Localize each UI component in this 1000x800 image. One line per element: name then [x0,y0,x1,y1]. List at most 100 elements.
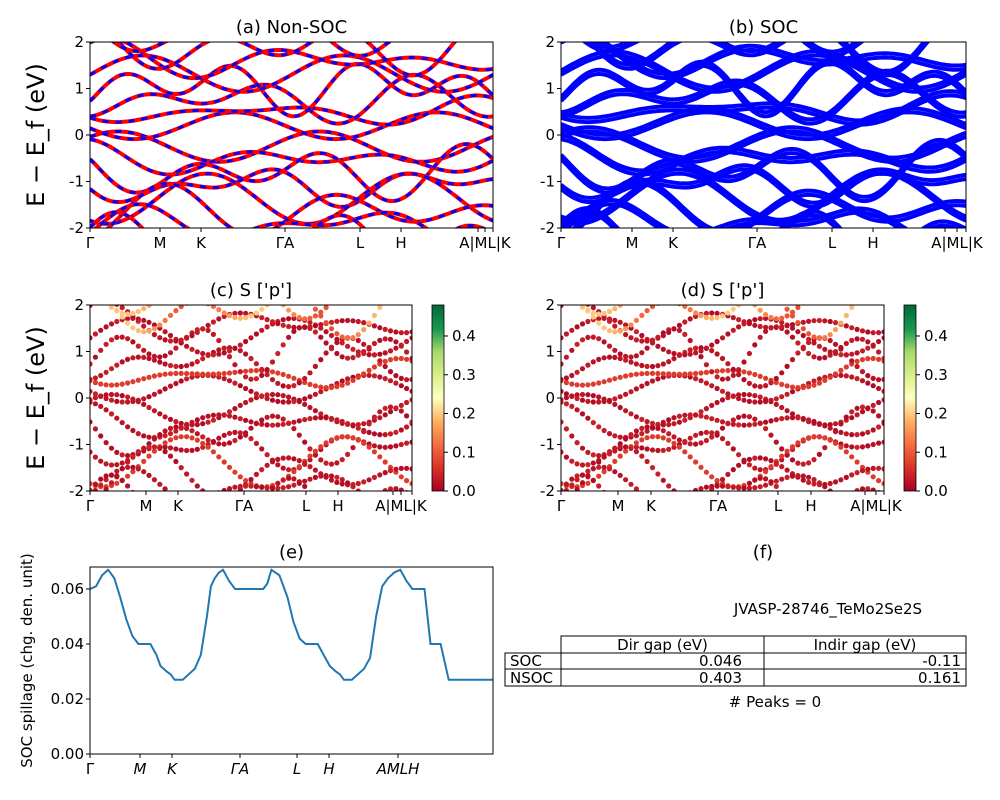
band-point [639,371,645,377]
band-point [579,472,586,478]
band-point [752,383,758,389]
band-point [280,322,286,328]
band-point [237,430,243,436]
band-point [194,437,200,443]
band-point [108,391,115,398]
band-point [789,389,796,395]
band-point [361,341,367,347]
band-point [125,464,131,470]
band-point [558,283,563,288]
band-point [865,345,871,351]
band-point [575,293,580,298]
band-point [876,399,882,406]
band-point [355,374,361,380]
band-point [561,376,564,383]
band-point [409,439,412,445]
band-point [361,350,367,357]
indir-gap-value: 0.161 [918,669,961,687]
band-point [206,495,211,500]
panel-title: (a) Non-SOC [236,17,347,38]
band-point [216,371,222,377]
band-point [151,444,157,450]
band-point [269,397,276,403]
band-point [119,460,125,466]
band-point [264,414,270,420]
band-point [590,477,596,484]
band-point [827,437,833,443]
band-point [752,393,758,399]
band-point [725,361,731,367]
band-point [355,349,361,355]
band-point [746,380,753,386]
band-point [859,328,866,334]
band-point [806,521,811,526]
band-point [606,343,613,349]
band-point [167,383,174,389]
band-point [561,449,564,455]
band-point [719,368,726,374]
band-point [216,441,222,447]
band-point [671,440,677,446]
band-point [130,469,136,475]
band-point [849,454,855,460]
band-point [371,352,377,358]
y-tick-label: 1 [74,80,84,98]
band-point [650,293,655,298]
band-point [221,441,227,447]
band-point [827,318,833,325]
band-line-soc [90,42,493,80]
band-point [811,434,817,440]
band-point [561,399,564,405]
x-tick-label: ΓA [709,497,728,515]
band-point [383,297,388,302]
band-point [221,487,227,491]
band-point [216,351,222,357]
band-point [752,305,758,308]
band-point [817,286,822,291]
band-point [371,312,377,319]
band-point [601,427,607,434]
band-point [860,292,865,297]
band-point [617,404,623,411]
band-point [682,495,687,500]
band-point [828,514,833,519]
band-point [773,324,779,330]
band-point [108,445,115,451]
band-point [98,403,104,409]
band-point [318,444,324,450]
band-point [141,306,147,312]
band-point [200,297,205,302]
y-tick-label: -2 [69,482,84,500]
band-point [296,314,302,321]
band-point [350,355,356,361]
band-point [210,352,216,358]
band-point [574,341,580,347]
band-point [232,484,238,490]
band-point [816,434,823,440]
band-point [579,337,586,343]
band-point [162,337,168,343]
band-point [752,399,758,405]
band-point [575,298,580,303]
band-point [682,331,688,337]
band-point [623,373,629,379]
band-point [832,371,839,377]
band-point [409,355,412,362]
band-point [687,435,693,441]
band-point [881,466,884,472]
band-point [286,394,292,400]
band-point [854,350,860,356]
band-point [157,411,163,417]
band-point [194,446,200,452]
band-point [676,437,683,443]
x-tick-label: L [302,497,311,515]
band-point [291,312,297,318]
band-point [398,330,404,336]
band-point [232,429,238,435]
band-point [393,356,399,362]
band-point [157,389,163,395]
band-point [318,473,324,479]
band-point [585,468,591,474]
band-point [92,375,98,381]
band-point [644,308,650,314]
